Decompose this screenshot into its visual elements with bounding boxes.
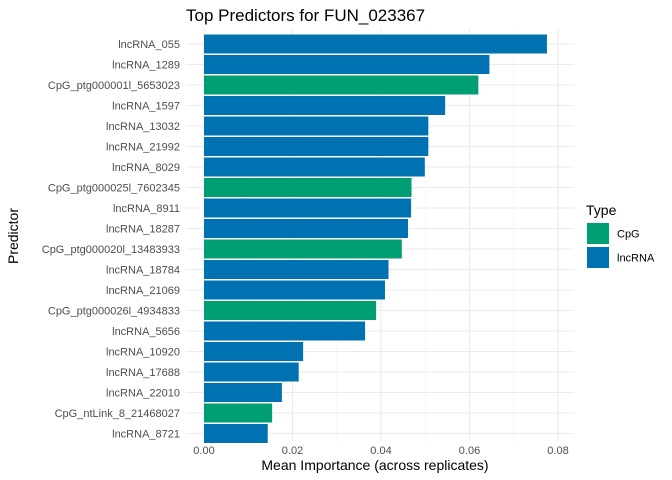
bar bbox=[204, 280, 385, 300]
x-tick-label: 0.08 bbox=[547, 445, 568, 457]
legend-title: Type bbox=[586, 202, 617, 218]
x-tick-label: 0.00 bbox=[193, 445, 214, 457]
y-tick-label: CpG_ptg000020l_13483933 bbox=[42, 244, 180, 256]
y-tick-label: lncRNA_21992 bbox=[106, 142, 180, 154]
bar bbox=[204, 116, 429, 136]
bars bbox=[204, 34, 547, 443]
bar bbox=[204, 321, 366, 341]
legend-label: lncRNA bbox=[617, 253, 655, 265]
bar bbox=[204, 55, 490, 74]
bar bbox=[204, 157, 425, 177]
bar bbox=[204, 301, 377, 320]
bar bbox=[204, 198, 412, 218]
y-tick-label: lncRNA_055 bbox=[118, 39, 180, 51]
x-tick-label: 0.06 bbox=[459, 445, 480, 457]
y-tick-label: lncRNA_8911 bbox=[113, 203, 180, 215]
bar bbox=[204, 34, 547, 54]
bar bbox=[204, 403, 273, 423]
bar bbox=[204, 342, 304, 361]
y-tick-label: lncRNA_17688 bbox=[106, 367, 180, 379]
y-tick-label: lncRNA_5656 bbox=[112, 326, 180, 338]
bar bbox=[204, 75, 479, 95]
y-tick-label: lncRNA_18784 bbox=[106, 265, 180, 277]
bar bbox=[204, 239, 402, 259]
y-tick-label: CpG_ptg000026l_4934833 bbox=[48, 306, 180, 318]
bar bbox=[204, 424, 268, 443]
x-axis-title: Mean Importance (across replicates) bbox=[261, 457, 488, 473]
bar bbox=[204, 96, 446, 115]
y-tick-label: lncRNA_10920 bbox=[106, 347, 180, 359]
bar bbox=[204, 178, 412, 197]
y-tick-label: lncRNA_1289 bbox=[112, 60, 180, 72]
legend-label: CpG bbox=[617, 229, 640, 241]
y-tick-label: lncRNA_8029 bbox=[112, 162, 180, 174]
legend-key-cpg bbox=[587, 223, 609, 244]
x-tick-label: 0.02 bbox=[282, 445, 303, 457]
bar bbox=[204, 137, 429, 156]
chart-title: Top Predictors for FUN_023367 bbox=[186, 6, 425, 25]
y-tick-label: lncRNA_1597 bbox=[112, 101, 180, 113]
y-axis-title: Predictor bbox=[5, 208, 21, 264]
y-tick-label: lncRNA_18287 bbox=[106, 224, 180, 236]
y-tick-label: lncRNA_8721 bbox=[112, 429, 180, 441]
y-tick-label: lncRNA_22010 bbox=[106, 388, 180, 400]
y-tick-label: CpG_ntLink_8_21468027 bbox=[55, 408, 180, 420]
legend: Type CpG lncRNA bbox=[586, 202, 655, 268]
bar bbox=[204, 383, 282, 402]
y-tick-label: CpG_ptg000001l_5653023 bbox=[48, 80, 180, 92]
bar bbox=[204, 260, 389, 279]
x-tick-label: 0.04 bbox=[370, 445, 391, 457]
y-tick-label: lncRNA_13032 bbox=[106, 121, 180, 133]
y-tick-labels: lncRNA_055 lncRNA_1289 CpG_ptg000001l_5653… bbox=[42, 39, 180, 441]
bar bbox=[204, 219, 408, 238]
legend-key-lncrna bbox=[587, 247, 609, 268]
y-tick-label: CpG_ptg000025l_7602345 bbox=[48, 183, 180, 195]
x-tick-labels: 0.00 0.02 0.04 0.06 0.08 bbox=[193, 445, 568, 457]
y-tick-label: lncRNA_21069 bbox=[106, 285, 180, 297]
bar bbox=[204, 362, 299, 382]
